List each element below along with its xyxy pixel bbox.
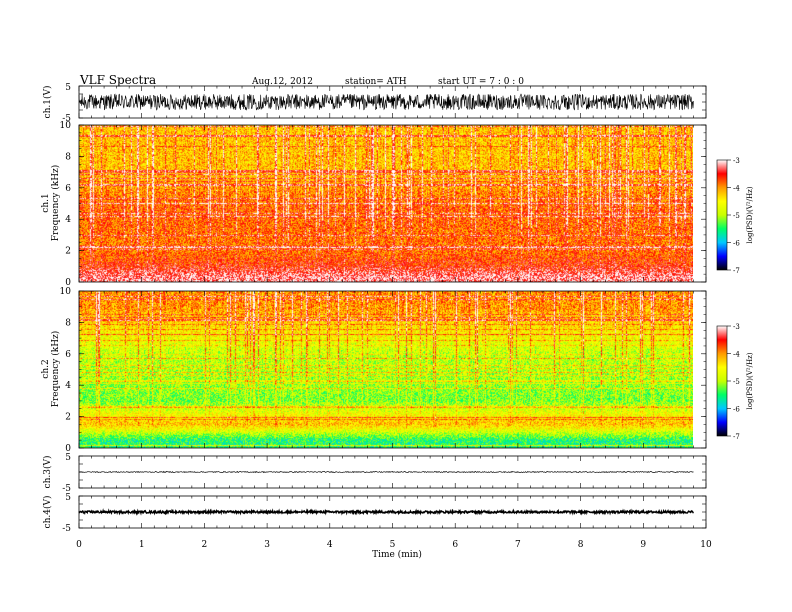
ch1-waveform-panel: 5 -5 ch.1(V): [42, 83, 707, 124]
ch1-colorbar: -3 -4 -5 -6 -7 log(PSD)(V²/Hz): [716, 157, 754, 275]
time-tick-label: 1: [139, 540, 145, 550]
ch1-spectrogram-ylabel-channel: ch.1: [41, 193, 51, 212]
ch2-colorbar-label: log(PSD)(V²/Hz): [746, 352, 754, 409]
colorbar-tick-label: -7: [733, 433, 740, 441]
colorbar-tick-label: -3: [733, 323, 740, 331]
ch1-waveform-ylabel: ch.1(V): [42, 86, 53, 119]
colorbar-tick-label: -5: [733, 378, 740, 386]
ch1-spectrogram-image: [79, 125, 693, 282]
ch2-colorbar-gradient: [716, 325, 728, 437]
ch3-waveform-ylabel: ch.3(V): [42, 456, 53, 489]
ch1-waveform-line: [78, 93, 694, 111]
time-tick-label: 6: [452, 540, 458, 550]
time-axis: 0 1 2 3 4 5 6 7 8 9 10: [76, 540, 712, 550]
ch2-spectrogram-ylabel-channel: ch.2: [41, 359, 51, 378]
time-tick-label: 5: [390, 540, 396, 550]
ch4-ytick-bottom: -5: [62, 524, 71, 534]
frequency-tick-label: 10: [60, 287, 72, 297]
frequency-tick-label: 4: [65, 381, 71, 391]
colorbar-tick-label: -7: [733, 267, 740, 275]
frequency-tick-label: 4: [65, 215, 71, 225]
time-tick-label: 2: [202, 540, 208, 550]
colorbar-tick-label: -3: [733, 157, 740, 165]
ch4-ytick-top: 5: [65, 493, 71, 503]
time-tick-label: 10: [700, 540, 712, 550]
ch1-colorbar-gradient: [716, 159, 728, 271]
time-tick-label: 0: [76, 540, 82, 550]
colorbar-tick-label: -6: [733, 406, 740, 414]
ch3-waveform-panel: 5 -5 ch.3(V): [42, 453, 707, 494]
ch4-waveform-ylabel: ch.4(V): [42, 496, 53, 529]
date-label: Aug.12, 2012: [251, 77, 313, 87]
time-axis-label: Time (min): [372, 549, 422, 560]
ch4-waveform-panel: 5 -5 ch.4(V): [42, 493, 707, 534]
time-tick-label: 3: [264, 540, 270, 550]
ch1-spectrogram-panel: 0 2 4 6 8 10 ch.1 Frequency (kHz): [41, 121, 707, 288]
ch1-spectrogram-ylabel-frequency: Frequency (kHz): [50, 165, 61, 242]
frequency-tick-label: 8: [65, 318, 71, 328]
time-tick-label: 7: [515, 540, 521, 550]
station-label: station= ATH: [345, 77, 407, 87]
colorbar-tick-label: -4: [733, 351, 740, 359]
time-tick-label: 8: [578, 540, 584, 550]
frequency-tick-label: 10: [60, 121, 72, 131]
frequency-tick-label: 8: [65, 152, 71, 162]
time-tick-label: 9: [640, 540, 646, 550]
ch2-spectrogram-image: [79, 291, 693, 448]
frequency-tick-label: 6: [65, 350, 71, 360]
colorbar-tick-label: -4: [733, 185, 740, 193]
ch4-waveform-line: [78, 508, 694, 516]
colorbar-tick-label: -6: [733, 240, 740, 248]
colorbar-tick-label: -5: [733, 212, 740, 220]
ch3-ytick-bottom: -5: [62, 484, 71, 494]
start-time-label: start UT = 7 : 0 : 0: [438, 77, 524, 87]
time-tick-label: 4: [327, 540, 333, 550]
frequency-tick-label: 0: [65, 278, 71, 288]
ch2-spectrogram-ylabel-frequency: Frequency (kHz): [50, 331, 61, 408]
ch3-waveform-line: [78, 470, 694, 474]
ch1-colorbar-label: log(PSD)(V²/Hz): [746, 186, 754, 243]
frequency-tick-label: 2: [65, 247, 71, 257]
frequency-tick-label: 2: [65, 413, 71, 423]
ch1-ytick-bottom: -5: [62, 114, 71, 124]
frequency-tick-label: 6: [65, 184, 71, 194]
ch3-ytick-top: 5: [65, 453, 71, 463]
figure-title: VLF Spectra: [79, 73, 156, 87]
ch2-spectrogram-panel: 0 2 4 6 8 10 ch.2 Frequency (kHz): [41, 287, 707, 454]
ch2-colorbar: -3 -4 -5 -6 -7 log(PSD)(V²/Hz): [716, 323, 754, 441]
ch1-ytick-top: 5: [65, 83, 71, 93]
frequency-tick-label: 0: [65, 444, 71, 454]
